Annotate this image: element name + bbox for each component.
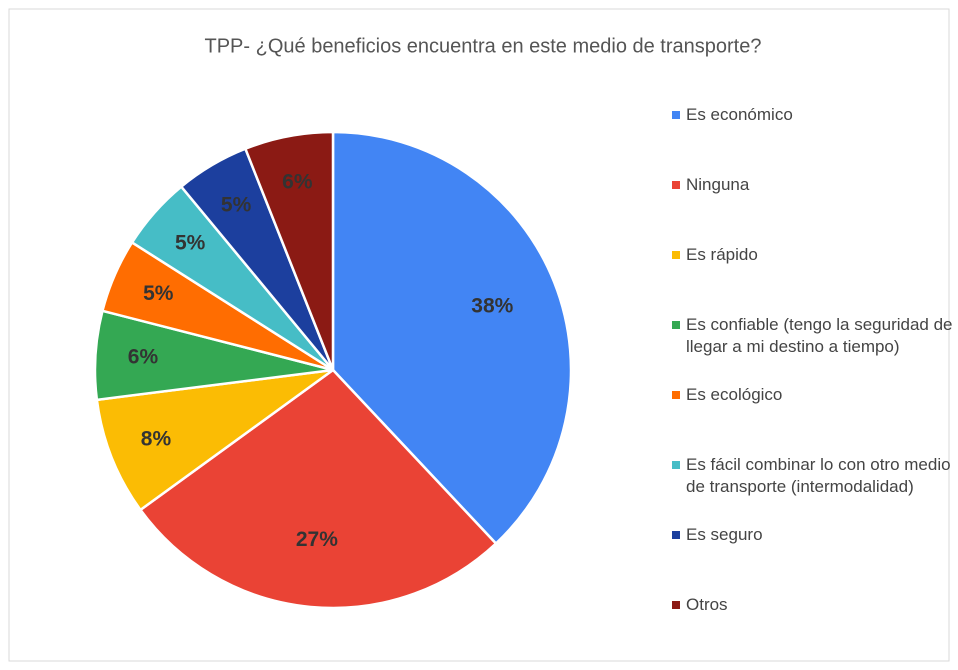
legend-swatch [672,181,680,189]
legend-swatch [672,461,680,469]
data-label: 27% [296,528,338,551]
chart-title: TPP- ¿Qué beneficios encuentra en este m… [205,35,762,57]
legend-label: Es confiable (tengo la seguridad de lleg… [686,315,953,356]
legend-swatch [672,601,680,609]
pie-slice [331,130,573,546]
legend-item: Es económico [672,104,954,126]
pie-slice [138,368,498,610]
legend-item: Es ecológico [672,384,954,406]
data-label: 6% [282,171,313,194]
legend-label: Es rápido [686,245,758,264]
legend-item: Es fácil combinar lo con otro medio de t… [672,454,954,498]
legend-item: Otros [672,594,954,616]
legend-label: Es fácil combinar lo con otro medio de t… [686,455,951,496]
legend-item: Es rápido [672,244,954,266]
legend-item: Es seguro [672,524,954,546]
data-label: 5% [143,282,174,305]
data-label: 5% [175,232,206,255]
data-label: 5% [221,194,252,217]
legend-swatch [672,111,680,119]
pie-slice [95,368,334,512]
legend-label: Es seguro [686,525,763,544]
legend-swatch [672,391,680,399]
legend-swatch [672,531,680,539]
legend-swatch [672,251,680,259]
data-label: 8% [141,428,172,451]
legend-swatch [672,321,680,329]
legend-label: Otros [686,595,728,614]
legend-item: Es confiable (tengo la seguridad de lleg… [672,314,954,358]
legend-label: Es ecológico [686,385,783,404]
legend-label: Es económico [686,105,793,124]
legend-label: Ninguna [686,175,750,194]
data-label: 38% [471,294,513,317]
pie-slice [243,130,335,371]
data-label: 6% [128,346,159,369]
legend-item: Ninguna [672,174,954,196]
